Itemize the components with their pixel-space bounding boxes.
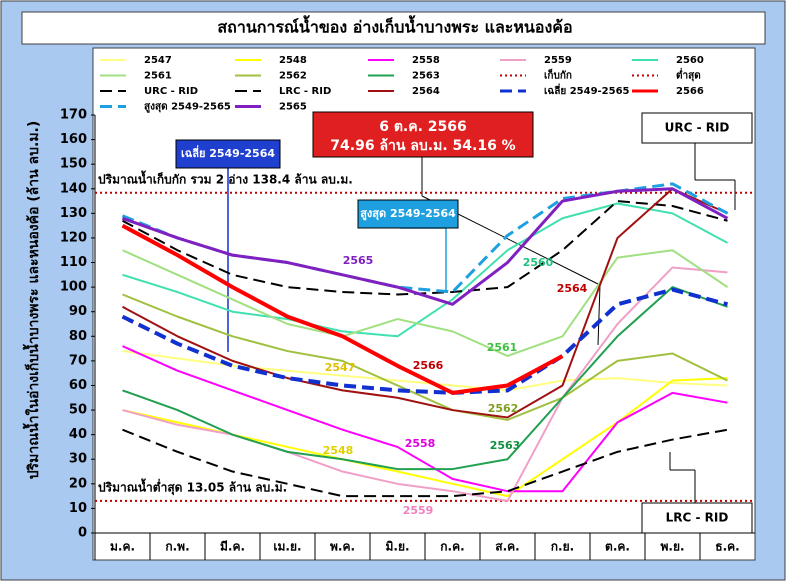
- annotation: 2558: [405, 437, 436, 450]
- legend-label: 2558: [412, 55, 440, 66]
- y-tick-label: 140: [60, 181, 87, 196]
- series-line: [121, 187, 729, 306]
- y-tick-label: 80: [69, 329, 87, 344]
- y-tick-label: 60: [69, 378, 87, 393]
- x-tick-label: พ.ค.: [330, 540, 355, 554]
- x-tick-label: ธ.ค.: [715, 540, 739, 554]
- annotation-box: [175, 139, 281, 169]
- series-line: [122, 345, 728, 493]
- annotation: 2559: [403, 504, 434, 517]
- legend-label: เฉลี่ย 2549-2565: [544, 83, 630, 97]
- legend-label: สูงสุด 2549-2565: [144, 102, 231, 114]
- y-tick-label: 120: [60, 230, 87, 245]
- y-axis-label: ปริมาณน้ำในอ่างเก็บน้ำบางพระ และหนองค้อ …: [22, 121, 42, 480]
- annotation: 2548: [323, 444, 354, 457]
- series-line: [121, 223, 564, 395]
- legend-label: 2548: [279, 55, 307, 66]
- y-tick-label: 0: [78, 526, 87, 541]
- legend-label: ต่ำสุด: [676, 68, 701, 82]
- legend-label: 2547: [144, 55, 172, 66]
- annotation: 6 ต.ค. 2566: [379, 119, 467, 135]
- annotation: 2563: [490, 439, 521, 452]
- series-line: [122, 286, 728, 471]
- y-tick-label: 90: [69, 304, 87, 319]
- y-tick-label: 30: [69, 452, 87, 467]
- legend-label: 2559: [544, 55, 572, 66]
- x-tick-label: ก.ค.: [440, 540, 464, 554]
- x-tick-label: ก.พ.: [165, 540, 189, 554]
- y-tick-label: 170: [60, 108, 87, 123]
- x-tick-label: มี.ค.: [220, 540, 245, 554]
- series-line: [122, 202, 728, 338]
- legend-label: URC - RID: [144, 86, 198, 97]
- series-line: [122, 200, 728, 296]
- legend-label: 2565: [279, 102, 307, 113]
- y-tick-label: 160: [60, 132, 87, 147]
- y-tick-label: 40: [69, 427, 87, 442]
- y-tick-label: 100: [60, 280, 87, 295]
- series-line: [121, 287, 729, 395]
- x-tick-label: พ.ย.: [660, 540, 684, 554]
- y-tick-label: 10: [69, 501, 87, 516]
- annotation-box: [357, 199, 459, 229]
- annotation-box: [641, 112, 753, 144]
- annotation: 2565: [343, 254, 374, 267]
- legend-label: 2562: [279, 71, 307, 82]
- y-tick-label: 150: [60, 157, 87, 172]
- arrow: [597, 284, 601, 346]
- series-line: [122, 350, 728, 392]
- series-line: [122, 249, 729, 357]
- annotation: 2560: [523, 256, 554, 269]
- annotation: สูงสุด 2549-2564: [360, 207, 456, 221]
- annotation: 2564: [557, 282, 588, 295]
- annotation: ปริมาณน้ำต่ำสุด 13.05 ล้าน ลบ.ม.: [98, 478, 287, 496]
- legend-label: 2563: [412, 71, 440, 82]
- annotation: ปริมาณน้ำเก็บกัก รวม 2 อ่าง 138.4 ล้าน ล…: [98, 170, 353, 187]
- annotation: 2562: [488, 402, 519, 415]
- annotation: 74.96 ล้าน ลบ.ม. 54.16 %: [330, 138, 515, 154]
- x-tick-label: ส.ค.: [495, 540, 519, 554]
- title-box: [21, 11, 766, 45]
- x-tick-label: ม.ค.: [110, 540, 135, 554]
- annotation-box: [641, 502, 753, 534]
- chart-title: สถานการณ์น้ำของ อ่างเก็บน้ำบางพระ และหนอ…: [217, 15, 572, 37]
- legend-label: 2566: [676, 86, 704, 97]
- legend-label: 2561: [144, 71, 172, 82]
- series-line: [122, 428, 728, 498]
- annotation: เฉลี่ย 2549-2564: [181, 145, 275, 160]
- y-tick-label: 130: [60, 206, 87, 221]
- legend-label: เก็บกัก: [544, 68, 572, 82]
- legend-label: 2564: [412, 86, 440, 97]
- x-tick-label: เม.ย.: [273, 540, 301, 554]
- annotation: 2566: [413, 359, 444, 372]
- y-tick-label: 20: [69, 476, 87, 491]
- series-line: [122, 187, 728, 419]
- series-line: [122, 293, 728, 421]
- x-tick-label: ต.ค.: [605, 540, 630, 554]
- annotation: 2547: [325, 361, 356, 374]
- series-line: [122, 266, 728, 503]
- annotation: LRC - RID: [666, 511, 729, 525]
- x-tick-label: ก.ย.: [551, 540, 574, 554]
- legend-label: 2560: [676, 55, 704, 66]
- x-tick-label: มิ.ย.: [385, 540, 409, 554]
- annotation-box: [312, 111, 534, 158]
- annotation: URC - RID: [665, 121, 730, 135]
- y-tick-label: 110: [60, 255, 87, 270]
- y-tick-label: 50: [69, 403, 87, 418]
- annotation: 2561: [487, 341, 518, 354]
- legend-label: LRC - RID: [279, 86, 331, 97]
- y-tick-label: 70: [69, 353, 87, 368]
